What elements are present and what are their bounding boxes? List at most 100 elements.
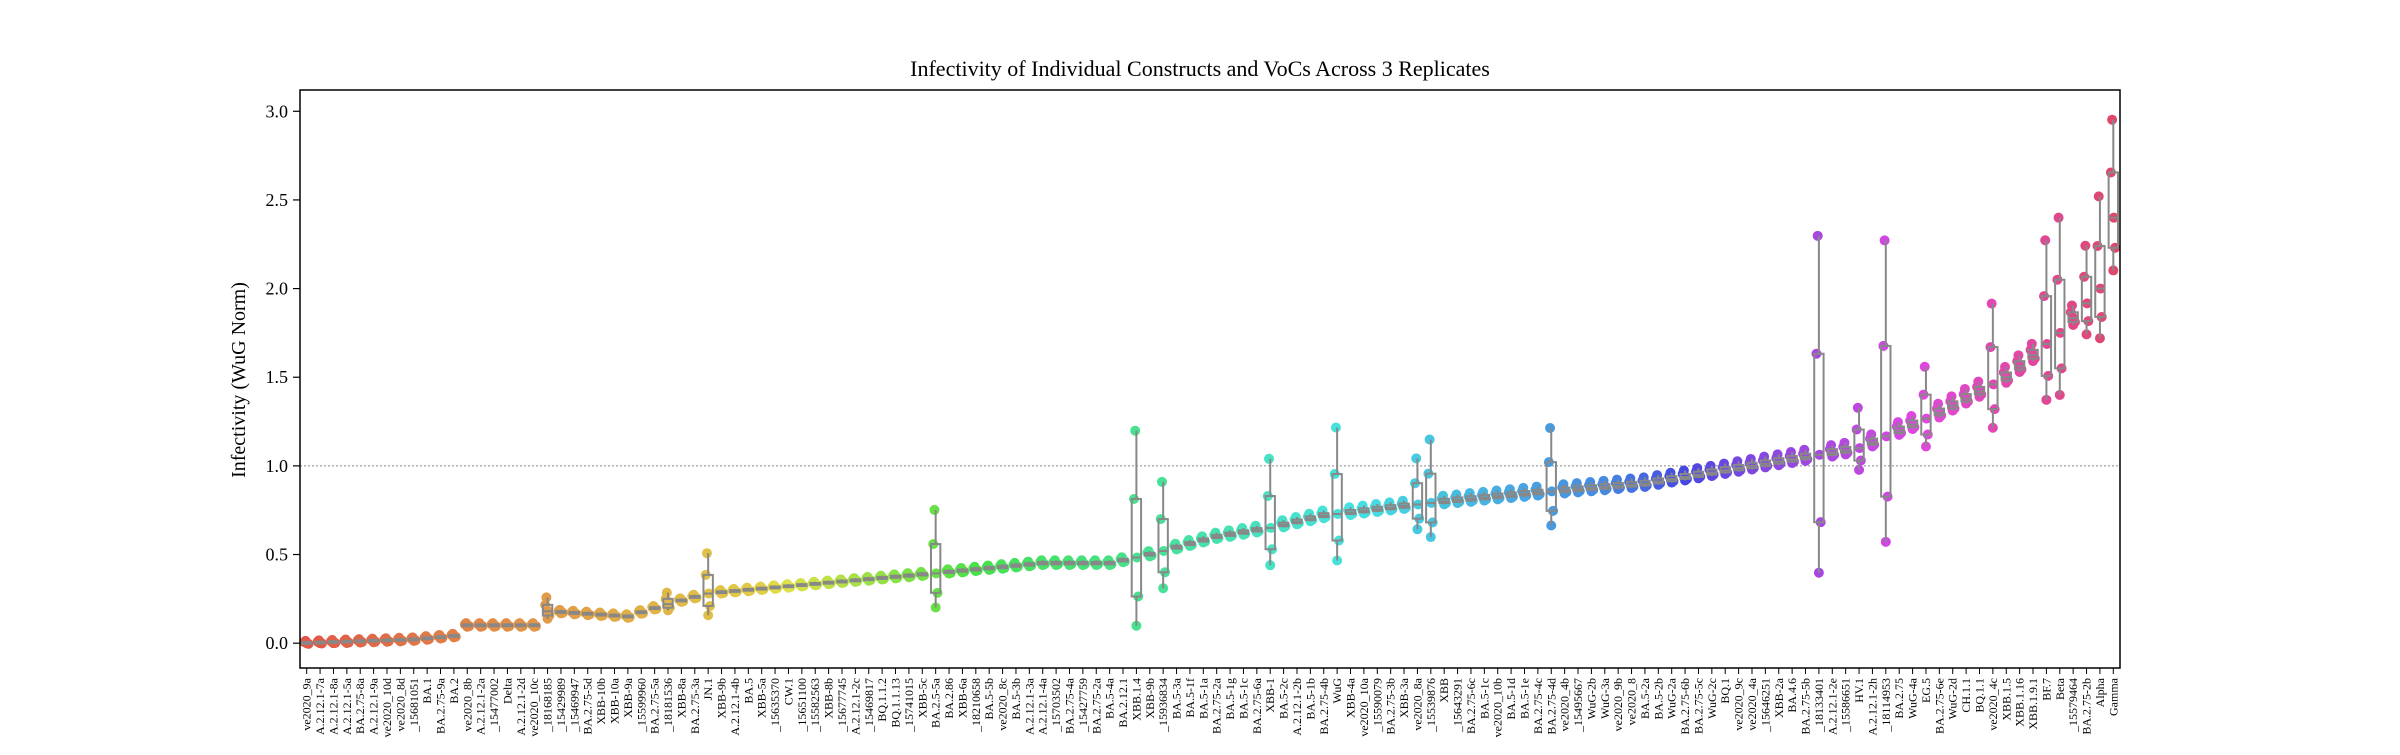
x-tick-label: XBB-4a xyxy=(1344,677,1358,718)
category-box xyxy=(1518,487,1531,497)
x-tick-label: BA.2.75-3b xyxy=(1384,678,1398,735)
x-tick-label: BA.2.75 xyxy=(1892,678,1906,719)
category-box xyxy=(1799,449,1812,461)
x-tick-label: BQ.1.1.2 xyxy=(875,678,889,722)
category-box xyxy=(2067,305,2079,325)
replicate-point xyxy=(929,504,940,515)
category-box xyxy=(394,637,407,642)
y-axis: 0.0 0.5 1.0 1.5 2.0 2.5 3.0 xyxy=(266,101,300,653)
category-box xyxy=(501,623,514,628)
category-box xyxy=(1090,560,1102,566)
x-tick-label: BA.5-4a xyxy=(1103,677,1117,719)
y-tick-label: 2.5 xyxy=(266,190,289,210)
x-tick-label: BA.2.75-6e xyxy=(1932,678,1946,734)
category-box xyxy=(1786,452,1798,464)
category-box xyxy=(929,509,942,608)
x-tick-label: EG.5 xyxy=(1919,678,1933,703)
x-tick-label: A.2.12.1-4a xyxy=(1036,677,1050,735)
category-box xyxy=(1666,472,1678,483)
x-tick-label: BA.5-1a xyxy=(1196,677,1210,719)
x-tick-label: JN.1 xyxy=(701,678,715,700)
category-box xyxy=(1813,235,1825,573)
category-box xyxy=(1103,560,1116,566)
box xyxy=(1411,482,1424,520)
category-box xyxy=(1599,480,1611,491)
x-tick-label: ve2020_10b xyxy=(1491,678,1505,737)
category-box xyxy=(1077,560,1089,566)
x-tick-label: BA.5-1c xyxy=(1236,678,1250,719)
category-box xyxy=(1893,422,1905,435)
x-tick-label: XBB xyxy=(1437,678,1451,703)
x-tick-label: BA.2.75-4b xyxy=(1317,678,1331,735)
y-tick-label: 2.0 xyxy=(266,279,289,299)
x-tick-label: A.2.12.1-3a xyxy=(1022,677,1036,735)
category-box xyxy=(1973,381,1986,397)
category-box xyxy=(528,623,540,628)
category-box xyxy=(675,598,688,603)
x-tick-label: BA.5-1f xyxy=(1183,678,1197,718)
x-tick-label: WuG-3a xyxy=(1598,677,1612,719)
category-box xyxy=(1438,495,1450,505)
x-tick-label: BA.2.75-5c xyxy=(1691,678,1705,734)
category-box xyxy=(1639,477,1651,487)
x-tick-label: _15582563 xyxy=(808,678,822,733)
category-box xyxy=(1050,560,1062,566)
category-box xyxy=(1880,240,1892,542)
category-box xyxy=(729,588,741,593)
category-box xyxy=(354,639,366,644)
category-box xyxy=(1906,415,1919,430)
x-tick-label: ve2020_10d xyxy=(380,678,394,737)
category-box xyxy=(541,597,554,619)
category-box xyxy=(434,634,447,639)
category-box xyxy=(1545,427,1557,526)
x-tick-label: Delta xyxy=(500,677,514,704)
x-tick-label: XBB-5c xyxy=(915,678,929,718)
x-tick-label: BA.2.75-4c xyxy=(1531,678,1545,734)
box xyxy=(1331,473,1343,542)
category-box xyxy=(970,566,982,572)
replicate-point xyxy=(1812,230,1823,241)
category-box xyxy=(488,623,500,628)
category-box xyxy=(2094,196,2106,339)
category-box xyxy=(1920,366,1932,447)
x-tick-label: _15741015 xyxy=(902,678,916,733)
x-tick-label: _15643291 xyxy=(1451,678,1465,733)
box xyxy=(1880,344,1892,498)
category-box xyxy=(608,613,621,618)
category-box xyxy=(461,623,473,628)
category-box xyxy=(1398,500,1410,509)
category-box xyxy=(301,640,313,645)
x-tick-label: BA.2.75-2b xyxy=(2080,678,2094,735)
category-box xyxy=(809,581,821,586)
x-tick-label: XBB-6a xyxy=(955,677,969,718)
box xyxy=(1264,495,1276,551)
category-box xyxy=(943,569,955,574)
category-box xyxy=(1251,525,1263,533)
category-box xyxy=(1264,458,1276,566)
x-tick-label: ve2020_8 xyxy=(1625,678,1639,725)
x-tick-label: BA.2.75-8a xyxy=(353,677,367,734)
category-box xyxy=(1384,502,1397,511)
category-box xyxy=(314,640,326,645)
x-tick-label: _15579464 xyxy=(2066,678,2080,733)
x-tick-label: BA.2.12.1 xyxy=(1116,678,1130,728)
x-tick-label: ve2020_9a xyxy=(300,677,314,730)
category-box xyxy=(1037,560,1049,566)
x-tick-label: A.2.12.1-2b xyxy=(1290,678,1304,736)
x-tick-label: ve2020_4a xyxy=(1745,677,1759,730)
x-tick-label: BA.2 xyxy=(447,678,461,704)
box xyxy=(541,603,554,617)
box xyxy=(1853,428,1865,462)
category-box xyxy=(1371,503,1383,513)
x-tick-label: XBB-10a xyxy=(607,677,621,724)
category-box xyxy=(1197,536,1209,543)
category-box xyxy=(1746,458,1758,470)
x-tick-label: _15646251 xyxy=(1758,678,1772,733)
x-tick-label: _18210658 xyxy=(969,678,983,733)
y-tick-label: 0.0 xyxy=(266,633,289,653)
x-tick-label: A.2.12.1-9a xyxy=(367,677,381,735)
category-box xyxy=(1130,430,1143,626)
category-box xyxy=(1184,540,1196,547)
replicate-point xyxy=(1411,453,1422,464)
